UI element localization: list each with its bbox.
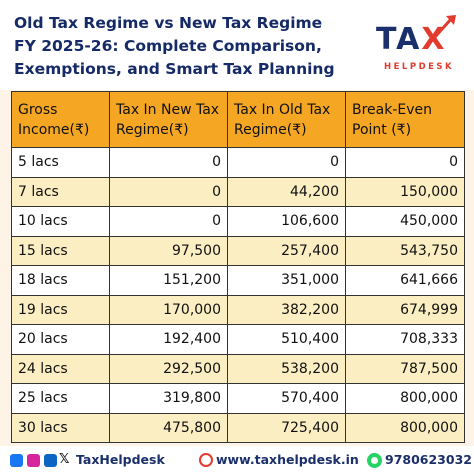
cell-income: 19 lacs xyxy=(11,294,110,325)
footer: 𝕏 TaxHelpdesk www.taxhelpdesk.in 9780623… xyxy=(0,446,474,474)
instagram-icon[interactable] xyxy=(27,454,40,467)
cell-income: 15 lacs xyxy=(11,235,110,266)
table-row: 18 lacs 151,200 351,000 641,666 xyxy=(11,265,465,296)
logo-arrow-icon xyxy=(432,15,456,40)
taxhelpdesk-logo: TAX HELPDESK xyxy=(370,15,466,78)
cell-break-even: 543,750 xyxy=(345,235,465,266)
table-row: 30 lacs 475,800 725,400 800,000 xyxy=(11,412,465,443)
table-row: 7 lacs 0 44,200 150,000 xyxy=(11,176,465,207)
cell-income: 10 lacs xyxy=(11,206,110,237)
table-row: 20 lacs 192,400 510,400 708,333 xyxy=(11,324,465,355)
x-icon[interactable]: 𝕏 xyxy=(59,452,70,467)
cell-income: 24 lacs xyxy=(11,353,110,384)
cell-break-even: 787,500 xyxy=(345,353,465,384)
page-title: Old Tax Regime vs New Tax Regime FY 2025… xyxy=(14,12,354,81)
cell-break-even: 450,000 xyxy=(345,206,465,237)
cell-income: 20 lacs xyxy=(11,324,110,355)
cell-new-tax: 0 xyxy=(109,206,228,237)
cell-new-tax: 0 xyxy=(109,176,228,207)
cell-old-tax: 257,400 xyxy=(227,235,346,266)
table-row: 24 lacs 292,500 538,200 787,500 xyxy=(11,353,465,384)
header-gross-income: Gross Income(₹) xyxy=(11,91,110,148)
cell-old-tax: 106,600 xyxy=(227,206,346,237)
cell-break-even: 800,000 xyxy=(345,383,465,414)
cell-old-tax: 0 xyxy=(227,147,346,178)
cell-old-tax: 351,000 xyxy=(227,265,346,296)
header-old-regime: Tax In Old Tax Regime(₹) xyxy=(227,91,346,148)
cell-old-tax: 44,200 xyxy=(227,176,346,207)
comparison-table: Gross Income(₹) Tax In New Tax Regime(₹)… xyxy=(11,91,465,443)
table-row: 25 lacs 319,800 570,400 800,000 xyxy=(11,383,465,414)
table-row: 5 lacs 0 0 0 xyxy=(11,147,465,178)
cell-old-tax: 382,200 xyxy=(227,294,346,325)
cell-old-tax: 510,400 xyxy=(227,324,346,355)
website-link[interactable]: www.taxhelpdesk.in xyxy=(216,452,359,467)
facebook-icon[interactable] xyxy=(10,454,23,467)
cell-old-tax: 538,200 xyxy=(227,353,346,384)
comparison-table-wrapper: Gross Income(₹) Tax In New Tax Regime(₹)… xyxy=(11,91,465,443)
linkedin-icon[interactable] xyxy=(44,454,57,467)
cell-break-even: 708,333 xyxy=(345,324,465,355)
header-new-regime: Tax In New Tax Regime(₹) xyxy=(109,91,228,148)
social-handle[interactable]: TaxHelpdesk xyxy=(76,452,165,467)
cell-new-tax: 192,400 xyxy=(109,324,228,355)
cell-new-tax: 475,800 xyxy=(109,412,228,443)
logo-text: TA xyxy=(376,22,422,57)
phone-number[interactable]: 9780623032 xyxy=(385,452,472,467)
cell-old-tax: 570,400 xyxy=(227,383,346,414)
whatsapp-icon xyxy=(367,453,382,468)
cell-income: 30 lacs xyxy=(11,412,110,443)
title-line-3: Exemptions, and Smart Tax Planning xyxy=(14,60,335,78)
cell-income: 7 lacs xyxy=(11,176,110,207)
cell-new-tax: 97,500 xyxy=(109,235,228,266)
title-line-1: Old Tax Regime vs New Tax Regime xyxy=(14,14,323,32)
cell-income: 25 lacs xyxy=(11,383,110,414)
cell-new-tax: 292,500 xyxy=(109,353,228,384)
cell-break-even: 674,999 xyxy=(345,294,465,325)
cell-break-even: 0 xyxy=(345,147,465,178)
header: Old Tax Regime vs New Tax Regime FY 2025… xyxy=(0,0,474,90)
header-break-even: Break-Even Point (₹) xyxy=(345,91,465,148)
table-row: 10 lacs 0 106,600 450,000 xyxy=(11,206,465,237)
cell-break-even: 150,000 xyxy=(345,176,465,207)
cell-break-even: 641,666 xyxy=(345,265,465,296)
cell-new-tax: 0 xyxy=(109,147,228,178)
cell-income: 5 lacs xyxy=(11,147,110,178)
table-header-row: Gross Income(₹) Tax In New Tax Regime(₹)… xyxy=(11,91,465,148)
logo-subtitle: HELPDESK xyxy=(384,62,455,72)
table-row: 15 lacs 97,500 257,400 543,750 xyxy=(11,235,465,266)
table-row: 19 lacs 170,000 382,200 674,999 xyxy=(11,294,465,325)
cell-income: 18 lacs xyxy=(11,265,110,296)
globe-icon xyxy=(199,453,213,467)
cell-new-tax: 151,200 xyxy=(109,265,228,296)
cell-new-tax: 170,000 xyxy=(109,294,228,325)
cell-old-tax: 725,400 xyxy=(227,412,346,443)
cell-new-tax: 319,800 xyxy=(109,383,228,414)
title-line-2: FY 2025-26: Complete Comparison, xyxy=(14,37,322,55)
cell-break-even: 800,000 xyxy=(345,412,465,443)
